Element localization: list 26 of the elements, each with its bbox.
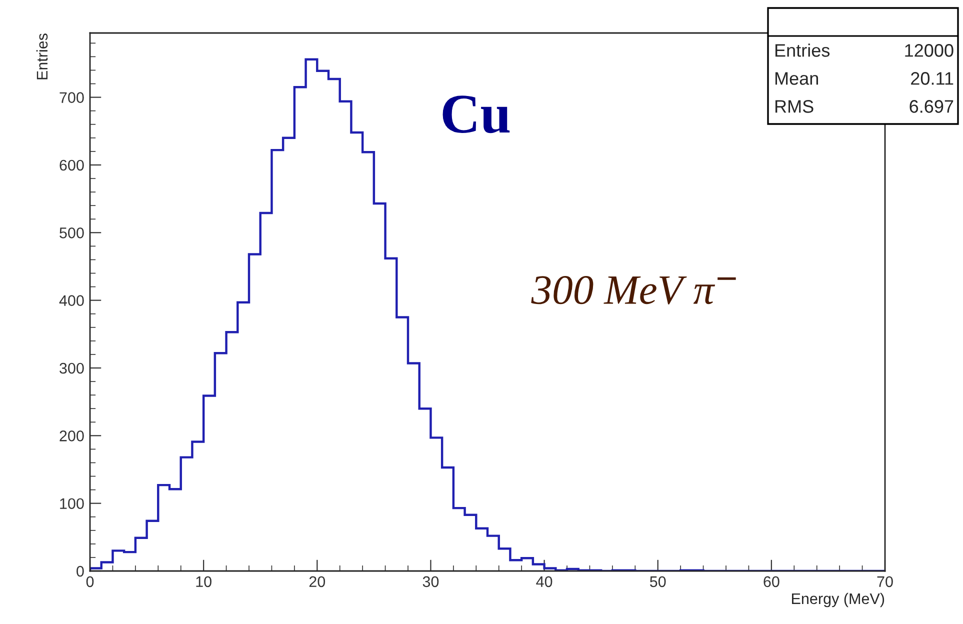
x-tick-label: 60	[764, 576, 780, 588]
y-tick-label: 100	[60, 498, 84, 510]
y-tick-label: 600	[60, 160, 84, 171]
x-tick-label: 40	[536, 576, 552, 588]
annotation: Mean	[775, 72, 818, 85]
y-tick-label: 400	[59, 295, 84, 306]
x-tick-label: 10	[196, 576, 212, 588]
annotation: Cu	[442, 96, 510, 134]
text: 6.697	[910, 100, 954, 113]
x-tick-label: 70	[877, 576, 893, 588]
x-tick-label: 0	[86, 576, 94, 588]
y-tick-label: 300	[60, 362, 84, 374]
text: 12000	[905, 44, 954, 57]
x-axis-title: Energy (MeV)	[792, 592, 884, 608]
annotation: RMS	[775, 100, 814, 113]
annotation: Entries	[775, 44, 830, 57]
y-tick-label: 200	[60, 430, 84, 442]
annotation: 300 MeV π$^{−}$	[531, 276, 736, 304]
y-tick-label: 700	[60, 92, 84, 103]
y-axis-title: Entries	[36, 34, 48, 80]
x-tick-label: 20	[309, 576, 326, 588]
y-tick-label: 0	[76, 566, 84, 577]
y-tick-label: 500	[60, 228, 84, 238]
x-tick-label: 50	[650, 576, 666, 588]
text: 20.11	[911, 72, 954, 85]
x-tick-label: 30	[422, 576, 439, 588]
